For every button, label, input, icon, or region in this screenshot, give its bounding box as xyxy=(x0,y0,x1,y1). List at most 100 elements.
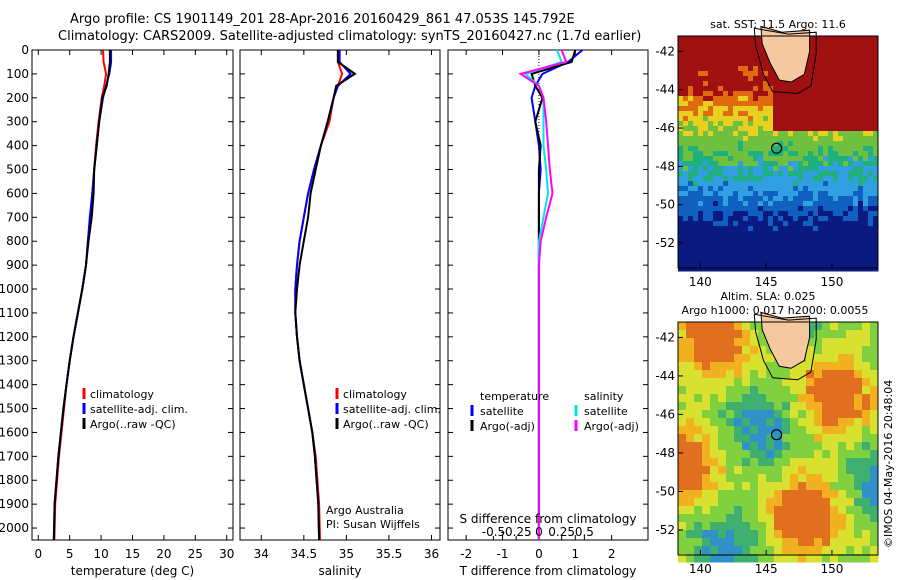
sla_map-cell xyxy=(678,378,687,387)
sst_map-cell xyxy=(743,176,749,182)
sla_map-cell xyxy=(822,378,831,387)
sst_map-cell xyxy=(753,256,759,262)
sla_map-cell xyxy=(686,530,695,539)
sst_map-cell xyxy=(868,101,874,107)
sla_map-cell xyxy=(798,402,807,411)
temperature_profile-ytick-label: 1100 xyxy=(0,306,29,320)
sst_map-cell xyxy=(728,81,734,87)
sst_map-cell xyxy=(778,236,784,242)
sst_map-cell xyxy=(698,246,704,252)
sla_map-cell xyxy=(822,410,831,419)
sst_map-cell xyxy=(748,231,754,237)
sst_map-cell xyxy=(798,136,804,142)
sst_map-cell xyxy=(693,41,699,47)
sla_map-cell xyxy=(782,546,791,555)
sst_map-cell xyxy=(718,191,724,197)
sst_map-cell xyxy=(738,166,744,172)
sla_map-xtick-label: 140 xyxy=(689,562,712,576)
sst_map-cell xyxy=(788,131,794,137)
sst_map-cell xyxy=(708,41,714,47)
sst_map-cell xyxy=(823,66,829,72)
sla_map-cell xyxy=(774,482,783,491)
sst_map-cell xyxy=(678,126,684,132)
sla_map-cell xyxy=(870,442,879,451)
sla_map-cell xyxy=(782,498,791,507)
sla_map-cell xyxy=(830,466,839,475)
sst_map-cell xyxy=(728,216,734,222)
sst_map-cell xyxy=(803,181,809,187)
sst_map-cell xyxy=(733,221,739,227)
sst_map-cell xyxy=(683,231,689,237)
sst_map-cell xyxy=(858,206,864,212)
sla_map-cell xyxy=(686,450,695,459)
sla_map-cell xyxy=(710,442,719,451)
sst_map-cell xyxy=(753,186,759,192)
sst_map-cell xyxy=(833,61,839,67)
sst_map-cell xyxy=(818,221,824,227)
sst_map-cell xyxy=(773,186,779,192)
sst_map-cell xyxy=(743,181,749,187)
sla_map-cell xyxy=(814,522,823,531)
sst_map-cell xyxy=(793,121,799,127)
sst_map-cell xyxy=(783,216,789,222)
sst_map-cell xyxy=(863,266,869,272)
sla_map-cell xyxy=(854,490,863,499)
difference_profile-xtick-label: 2 xyxy=(608,547,616,561)
sla_map-cell xyxy=(830,506,839,515)
sla_map-cell xyxy=(766,538,775,547)
sst_map-cell xyxy=(808,121,814,127)
sla_map-cell xyxy=(718,546,727,555)
sst_map-cell xyxy=(683,256,689,262)
sst_map-cell xyxy=(823,216,829,222)
sst_map-cell xyxy=(693,186,699,192)
sla_map-cell xyxy=(798,530,807,539)
sst_map-cell xyxy=(853,251,859,257)
sla_map-cell xyxy=(782,394,791,403)
sst_map-cell xyxy=(848,41,854,47)
sla_map-cell xyxy=(822,530,831,539)
sst_map-cell xyxy=(808,191,814,197)
sst_map-cell xyxy=(833,166,839,172)
sst_map-cell xyxy=(763,201,769,207)
sst_map-cell xyxy=(688,56,694,62)
sst_map-cell xyxy=(783,176,789,182)
sst_map-cell xyxy=(678,86,684,92)
sla_map-cell xyxy=(846,410,855,419)
sst_map-cell xyxy=(748,151,754,157)
sst_map-cell xyxy=(743,46,749,52)
sst_map-cell xyxy=(678,136,684,142)
sst_map-cell xyxy=(758,176,764,182)
sst_map-cell xyxy=(873,106,879,112)
sst_map-cell xyxy=(753,246,759,252)
sst_map-cell xyxy=(813,176,819,182)
sst_map-cell xyxy=(873,231,879,237)
sst_map-cell xyxy=(798,81,804,87)
sst_map-cell xyxy=(748,201,754,207)
sst_map-cell xyxy=(778,86,784,92)
sst_map-cell xyxy=(723,141,729,147)
sst_map-cell xyxy=(828,126,834,132)
sla_map-cell xyxy=(870,354,879,363)
sla_map-cell xyxy=(742,506,751,515)
sst_map-cell xyxy=(723,151,729,157)
difference_profile-series-3 xyxy=(518,49,568,540)
sst_map-cell xyxy=(728,251,734,257)
sst_map-cell xyxy=(848,101,854,107)
sla_map-cell xyxy=(790,450,799,459)
sst_map-cell xyxy=(778,176,784,182)
sst_map-cell xyxy=(703,236,709,242)
sst_map-cell xyxy=(843,166,849,172)
sst_map-cell xyxy=(678,201,684,207)
sla_map-cell xyxy=(798,394,807,403)
sla_map-cell xyxy=(798,538,807,547)
sla_map-cell xyxy=(726,346,735,355)
sst_map-cell xyxy=(748,96,754,102)
sla_map-cell xyxy=(838,482,847,491)
sla_map-cell xyxy=(806,442,815,451)
sst_map-cell xyxy=(708,91,714,97)
sla_map-cell xyxy=(798,386,807,395)
sst_map-cell xyxy=(748,61,754,67)
sst_map-cell xyxy=(688,226,694,232)
sst_map-cell xyxy=(808,216,814,222)
